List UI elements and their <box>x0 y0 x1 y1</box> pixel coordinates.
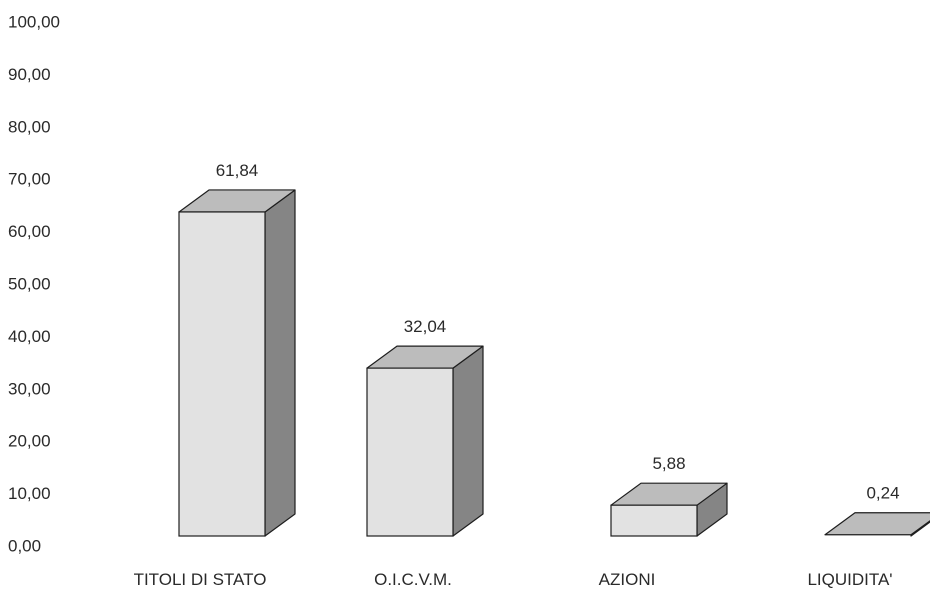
y-tick-label: 20,00 <box>8 432 51 451</box>
bar-front-face <box>366 367 454 537</box>
x-category-label: LIQUIDITA' <box>807 570 892 589</box>
bar-front-face <box>178 211 266 537</box>
bar-side-face <box>452 345 484 537</box>
bars <box>178 189 930 537</box>
bar <box>824 512 930 537</box>
data-label: 61,84 <box>216 161 259 180</box>
y-tick-label: 50,00 <box>8 274 51 293</box>
bar <box>366 345 484 537</box>
y-tick-label: 40,00 <box>8 327 51 346</box>
y-tick-label: 30,00 <box>8 379 51 398</box>
y-tick-label: 0,00 <box>8 536 41 555</box>
x-category-label: TITOLI DI STATO <box>134 570 267 589</box>
bar-top-face <box>824 512 930 536</box>
bar <box>178 189 296 537</box>
bar-side-face <box>264 189 296 537</box>
bar <box>610 482 728 537</box>
data-label: 0,24 <box>866 484 899 503</box>
bar-front-face <box>610 504 698 537</box>
y-tick-label: 100,00 <box>8 12 60 31</box>
y-tick-label: 80,00 <box>8 117 51 136</box>
y-tick-label: 90,00 <box>8 65 51 84</box>
data-labels: 61,84 32,04 5,88 0,24 <box>216 161 900 503</box>
x-axis: TITOLI DI STATO O.I.C.V.M. AZIONI LIQUIDITA… <box>134 570 893 589</box>
data-label: 32,04 <box>404 317 447 336</box>
x-category-label: O.I.C.V.M. <box>374 570 452 589</box>
y-axis: 0,00 10,00 20,00 30,00 40,00 50,00 60,00 70,00 8… <box>8 12 60 555</box>
x-category-label: AZIONI <box>599 570 656 589</box>
y-tick-label: 10,00 <box>8 484 51 503</box>
y-tick-label: 70,00 <box>8 170 51 189</box>
data-label: 5,88 <box>652 454 685 473</box>
y-tick-label: 60,00 <box>8 222 51 241</box>
